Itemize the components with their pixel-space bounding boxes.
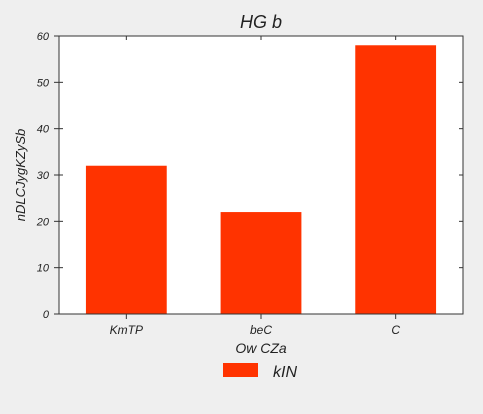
y-axis-label: nDLCJygKZySb <box>13 129 28 221</box>
chart-title: HG b <box>240 12 282 32</box>
bars-group <box>85 45 437 315</box>
y-tick-label: 10 <box>37 263 50 275</box>
y-tick-label: 60 <box>37 31 50 43</box>
bar-KmTP <box>85 165 167 314</box>
x-axis-label: Ow CZa <box>235 340 287 356</box>
x-tick-label: beC <box>250 323 272 337</box>
legend: kIN <box>223 363 297 381</box>
y-tick-label: 40 <box>37 124 50 136</box>
y-tick-label: 20 <box>36 216 50 228</box>
x-tick-label: KmTP <box>110 323 143 337</box>
x-tick-label: C <box>391 323 400 337</box>
y-tick-label: 30 <box>37 170 50 182</box>
bar-beC <box>220 212 302 314</box>
x-axis: KmTP beC C <box>110 36 400 337</box>
y-axis: 0 10 20 30 40 50 60 <box>36 31 463 321</box>
legend-swatch <box>223 363 258 377</box>
y-tick-label: 50 <box>37 77 50 89</box>
legend-label: kIN <box>273 364 297 381</box>
bar-C <box>355 45 437 315</box>
y-tick-label: 0 <box>43 309 50 321</box>
